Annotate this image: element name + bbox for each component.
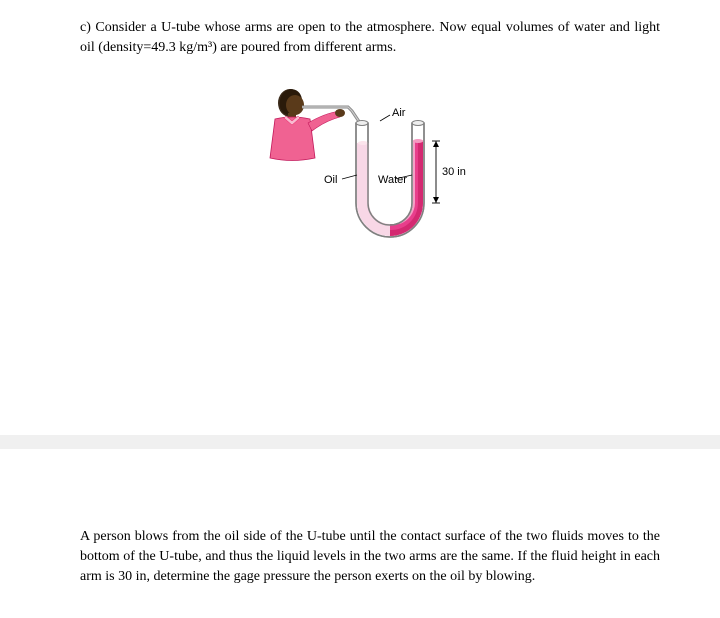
label-oil: Oil — [324, 173, 337, 189]
label-water: Water — [378, 173, 407, 189]
question-text: A person blows from the oil side of the … — [80, 527, 660, 588]
intro-text: Consider a U-tube whose arms are open to… — [80, 20, 660, 55]
page-divider-band — [0, 435, 720, 449]
label-height: 30 in — [442, 165, 466, 181]
problem-intro: c) Consider a U-tube whose arms are open… — [80, 18, 660, 59]
u-tube-figure: Air Oil Water 30 in — [240, 83, 500, 248]
figure-container: Air Oil Water 30 in — [80, 83, 660, 255]
vertical-spacer — [80, 265, 660, 405]
label-air: Air — [392, 106, 405, 122]
part-label: c) — [80, 20, 91, 35]
